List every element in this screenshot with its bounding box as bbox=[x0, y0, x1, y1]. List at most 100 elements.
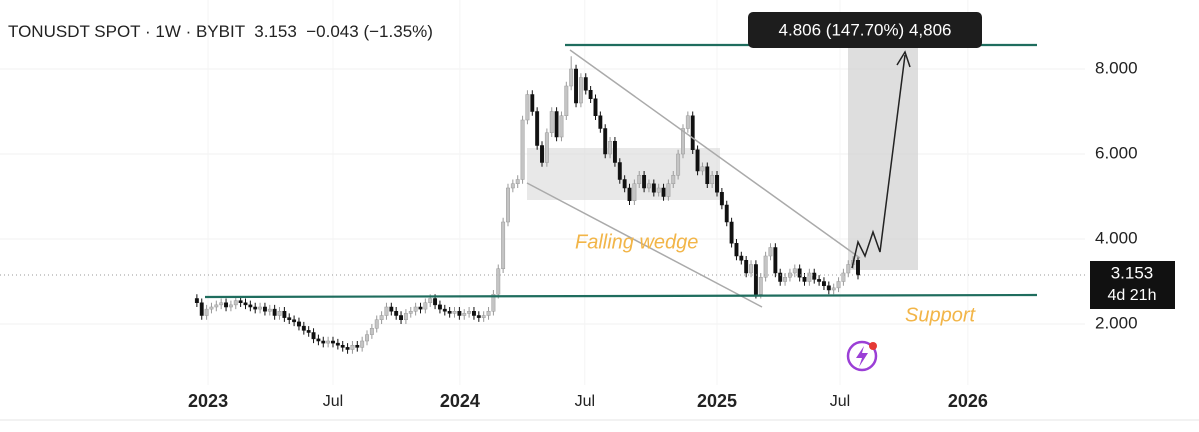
projection-box bbox=[848, 45, 918, 270]
candle-body bbox=[399, 315, 403, 320]
candle-body bbox=[612, 141, 617, 163]
candle-body bbox=[219, 302, 224, 306]
candle-body bbox=[253, 306, 258, 310]
candle-body bbox=[651, 183, 656, 193]
candle-body bbox=[710, 175, 715, 184]
candle-body bbox=[321, 340, 326, 344]
candle-body bbox=[535, 111, 540, 146]
candle-body bbox=[418, 306, 423, 310]
candle-body bbox=[306, 330, 311, 333]
candle-body bbox=[248, 304, 253, 308]
candle-body bbox=[574, 68, 578, 104]
candle-body bbox=[428, 298, 433, 303]
candle-body bbox=[194, 298, 199, 303]
candle-body bbox=[379, 315, 384, 320]
candle-body bbox=[501, 221, 506, 269]
candle-body bbox=[734, 243, 739, 257]
candle-body bbox=[214, 304, 219, 308]
candle-body bbox=[335, 342, 340, 346]
candle-body bbox=[783, 277, 788, 282]
candle-body bbox=[467, 311, 472, 314]
candle-body bbox=[676, 153, 681, 176]
candle-body bbox=[797, 268, 802, 278]
candle-body bbox=[593, 98, 598, 116]
candle-body bbox=[238, 300, 243, 303]
candle-body bbox=[763, 255, 768, 278]
x-tick-label: 2026 bbox=[948, 391, 988, 411]
candle-body bbox=[627, 187, 632, 201]
candle-body bbox=[622, 179, 627, 189]
candle-body bbox=[262, 306, 267, 312]
candle-body bbox=[394, 311, 399, 316]
y-tick-label: 2.000 bbox=[1095, 313, 1138, 332]
price-tag-countdown: 4d 21h bbox=[1108, 287, 1157, 304]
candle-body bbox=[598, 115, 603, 129]
candle-body bbox=[812, 272, 817, 280]
candle-body bbox=[365, 334, 369, 342]
candle-body bbox=[224, 302, 228, 308]
candle-body bbox=[836, 281, 841, 289]
candle-body bbox=[569, 68, 574, 87]
candle-body bbox=[384, 306, 389, 316]
candle-body bbox=[530, 94, 535, 112]
wedge-lower bbox=[526, 182, 763, 308]
candle-body bbox=[331, 340, 335, 344]
candle-body bbox=[476, 315, 481, 318]
candle-body bbox=[292, 319, 297, 323]
wedge-upper bbox=[569, 49, 861, 259]
price: 3.153 bbox=[254, 22, 297, 41]
candle-body bbox=[389, 306, 394, 312]
candle-body bbox=[520, 119, 525, 180]
icon-bolt bbox=[856, 346, 868, 367]
candle-body bbox=[282, 311, 287, 318]
candle-body bbox=[258, 306, 263, 310]
annotation: Falling wedge bbox=[575, 231, 698, 253]
arrow-head bbox=[896, 50, 911, 68]
candle-body bbox=[209, 306, 214, 310]
candle-body bbox=[681, 128, 685, 155]
candle-body bbox=[506, 187, 510, 223]
candle-body bbox=[355, 345, 360, 348]
candle-body bbox=[496, 268, 501, 295]
icon-dot bbox=[869, 342, 877, 350]
candle-body bbox=[608, 141, 613, 155]
candle-body bbox=[204, 308, 209, 316]
interval: 1W bbox=[155, 22, 181, 41]
candle-body bbox=[491, 294, 496, 312]
candle-body bbox=[578, 77, 583, 104]
support-line bbox=[204, 293, 1038, 299]
candle-body bbox=[822, 281, 826, 286]
candle-body bbox=[423, 302, 428, 310]
candle-body bbox=[297, 321, 301, 327]
candle-body bbox=[272, 308, 277, 316]
x-tick-label: Jul bbox=[830, 393, 850, 410]
x-tick-label: 2024 bbox=[440, 391, 480, 411]
candle-body bbox=[744, 260, 749, 274]
candle-body bbox=[462, 313, 467, 316]
candle-body bbox=[637, 175, 642, 184]
candle-body bbox=[515, 179, 520, 184]
candle-body bbox=[778, 272, 783, 282]
price-tag bbox=[1090, 260, 1175, 309]
candle-body bbox=[316, 338, 321, 342]
price-tag-value: 3.153 bbox=[1111, 263, 1154, 282]
candle-body bbox=[719, 192, 724, 206]
candle-body bbox=[617, 162, 622, 180]
candle-body bbox=[374, 319, 379, 329]
y-tick-label: 4.000 bbox=[1095, 228, 1138, 247]
candle-body bbox=[311, 332, 316, 340]
x-tick-label: Jul bbox=[575, 393, 595, 410]
candle-body bbox=[437, 304, 442, 310]
candle-body bbox=[301, 325, 306, 331]
candle-body bbox=[481, 315, 486, 318]
icon bbox=[846, 340, 878, 372]
candle-body bbox=[564, 85, 569, 116]
candle-body bbox=[287, 317, 292, 320]
projection-tooltip bbox=[748, 12, 982, 48]
candle-body bbox=[350, 345, 355, 350]
candle-body bbox=[472, 311, 476, 316]
candle-body bbox=[442, 308, 447, 312]
candle-body bbox=[603, 128, 608, 155]
